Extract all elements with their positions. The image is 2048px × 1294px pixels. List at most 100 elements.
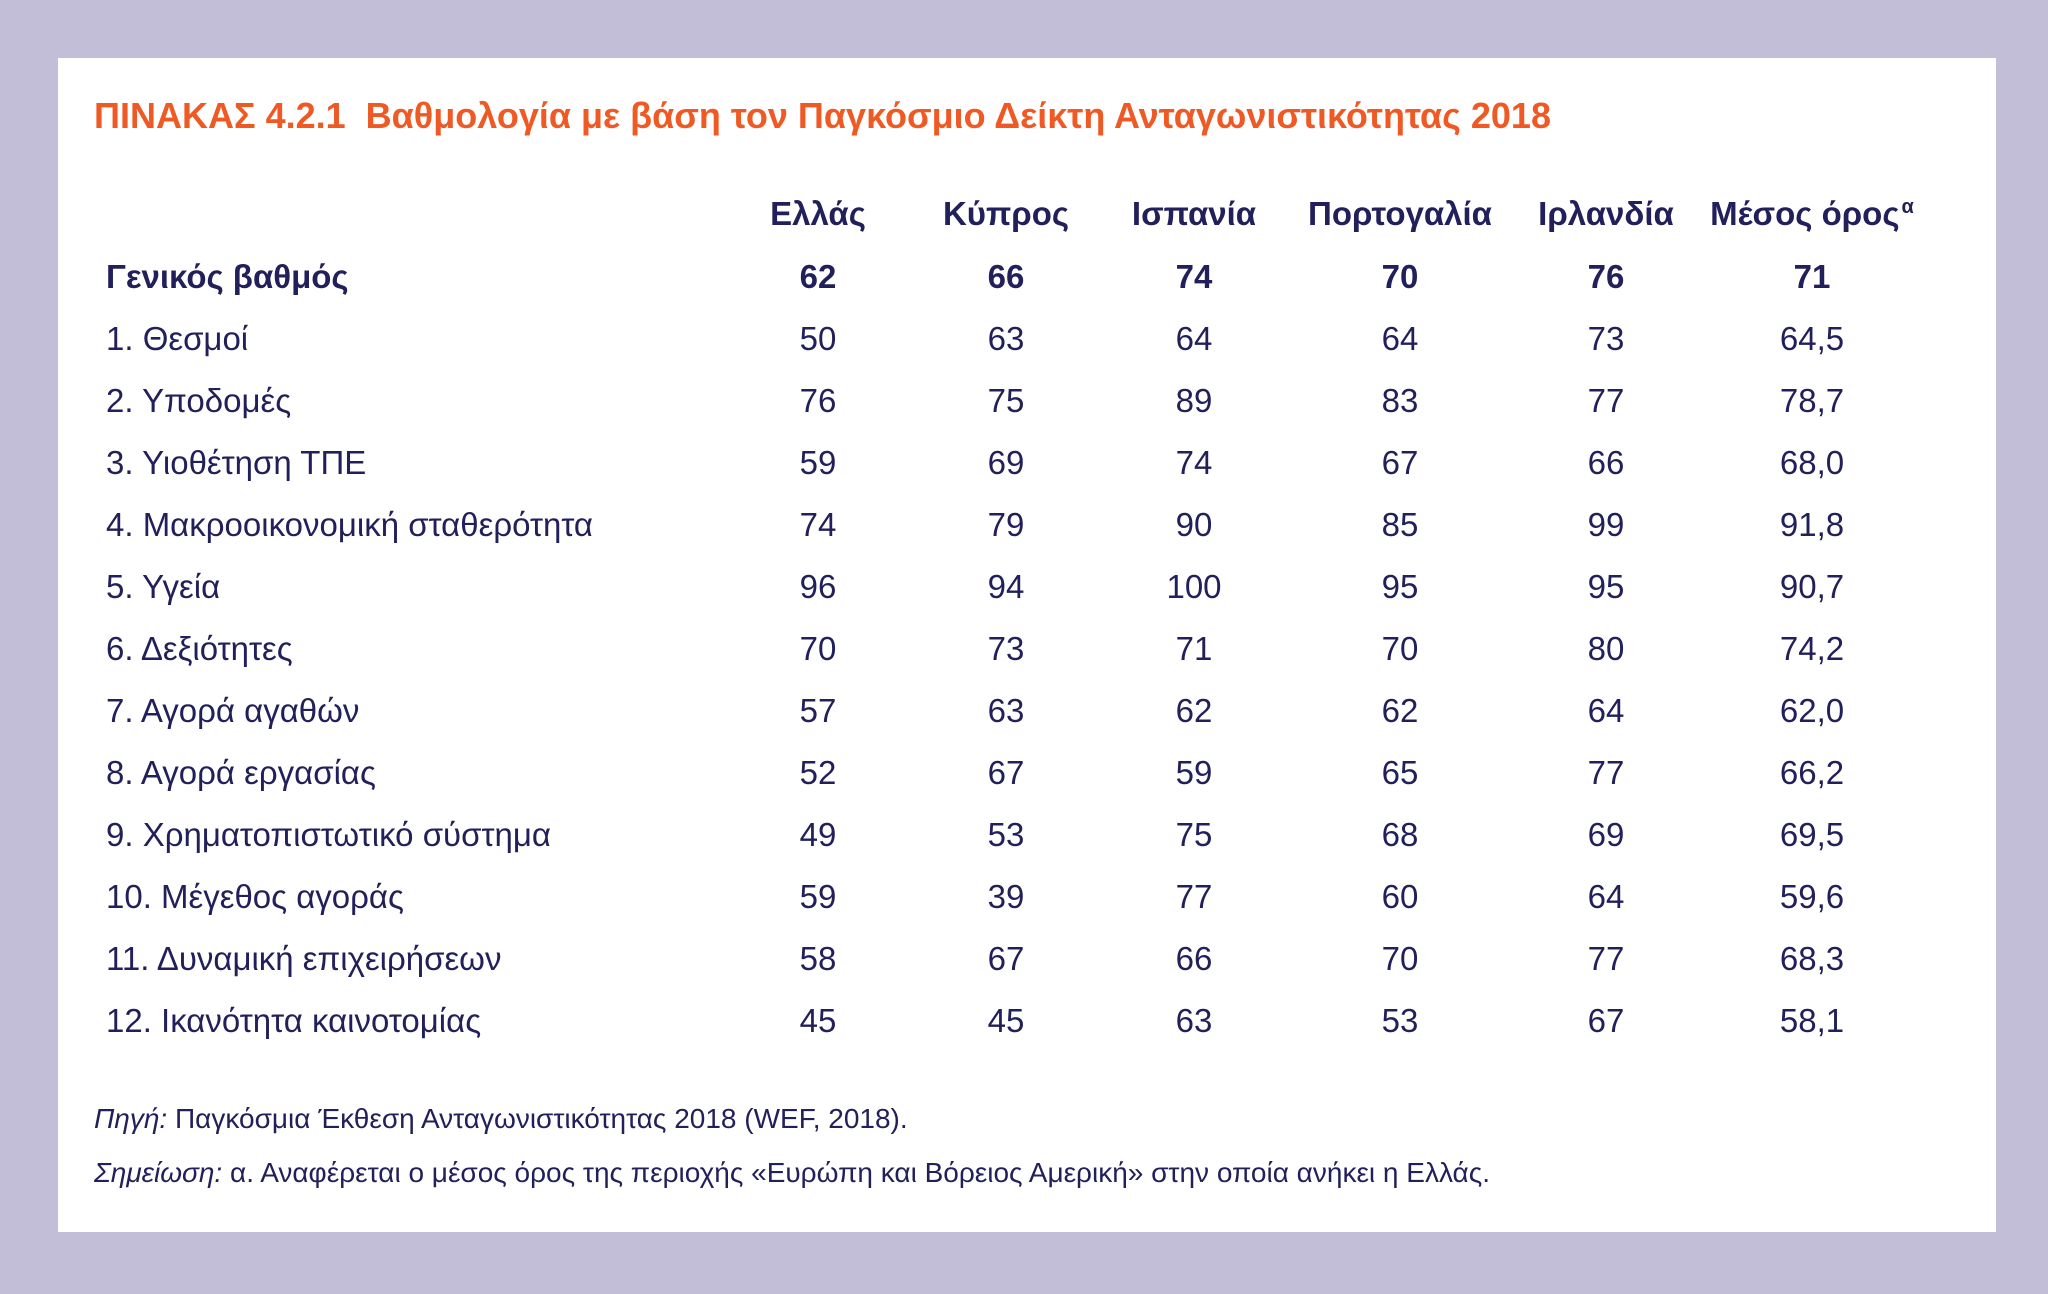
cell-value: 49 [799, 816, 837, 853]
cell-value: 65 [1381, 754, 1419, 791]
cell-value: 60 [1381, 878, 1419, 915]
cell-value: 68 [1381, 816, 1419, 853]
cell-value: 67 [987, 754, 1025, 791]
cell-value: 59 [799, 878, 837, 915]
cell-value: 66 [1175, 940, 1213, 977]
cell-value: 77 [1587, 940, 1625, 977]
table-row: 6. Δεξιότητες 70 73 71 70 80 74,2 [104, 618, 1924, 680]
cell-value: 74,2 [1779, 630, 1845, 667]
table-row: 2. Υποδομές 76 75 89 83 77 78,7 [104, 370, 1924, 432]
cell-value: 68,3 [1779, 940, 1845, 977]
cell-value: 58 [799, 940, 837, 977]
cell-value: 70 [799, 630, 837, 667]
cell-value: 96 [799, 568, 837, 605]
cell-value: 83 [1381, 382, 1419, 419]
cell-value: 57 [799, 692, 837, 729]
cell-value: 64,5 [1779, 320, 1845, 357]
table-row: 4. Μακροοικονομική σταθερότητα 74 79 90 … [104, 494, 1924, 556]
cell-value: 53 [987, 816, 1025, 853]
table-notes: Πηγή: Παγκόσμια Έκθεση Ανταγωνιστικότητα… [94, 1102, 1490, 1210]
cell-value: 53 [1381, 1002, 1419, 1039]
cell-value: 79 [987, 506, 1025, 543]
table-row: 3. Υιοθέτηση ΤΠΕ 59 69 74 67 66 68,0 [104, 432, 1924, 494]
cell-value: 90 [1175, 506, 1213, 543]
cell-value: 67 [987, 940, 1025, 977]
cell-value: 66,2 [1779, 754, 1845, 791]
cell-value: 45 [799, 1002, 837, 1039]
row-label: 10. Μέγεθος αγοράς [106, 878, 404, 915]
table-title: ΠΙΝΑΚΑΣ 4.2.1 Βαθμολογία με βάση τον Παγκ… [94, 95, 1551, 137]
table-row: 5. Υγεία 96 94 100 95 95 90,7 [104, 556, 1924, 618]
footnote: Σημείωση: α. Αναφέρεται ο μέσος όρος της… [94, 1156, 1490, 1190]
cell-value: 52 [799, 754, 837, 791]
cell-value: 67 [1587, 1002, 1625, 1039]
cell-value: 45 [987, 1002, 1025, 1039]
cell-value: 66 [987, 258, 1025, 295]
cell-value: 39 [987, 878, 1025, 915]
cell-value: 62 [1381, 692, 1419, 729]
cell-value: 62 [799, 258, 837, 295]
cell-value: 95 [1381, 568, 1419, 605]
cell-value: 77 [1587, 382, 1625, 419]
cell-value: 58,1 [1779, 1002, 1845, 1039]
cell-value: 63 [987, 320, 1025, 357]
cell-value: 69 [987, 444, 1025, 481]
row-label: 2. Υποδομές [106, 382, 292, 419]
footnote-lead: Σημείωση: [94, 1157, 223, 1188]
cell-value: 64 [1381, 320, 1419, 357]
table-row: 8. Αγορά εργασίας 52 67 59 65 77 66,2 [104, 742, 1924, 804]
cell-value: 74 [799, 506, 837, 543]
source-text: Παγκόσμια Έκθεση Ανταγωνιστικότητας 2018… [174, 1103, 908, 1134]
table-panel: ΠΙΝΑΚΑΣ 4.2.1 Βαθμολογία με βάση τον Παγκ… [58, 58, 1996, 1232]
cell-value: 70 [1381, 258, 1419, 295]
table-row: 1. Θεσμοί 50 63 64 64 73 64,5 [104, 308, 1924, 370]
table-row: 9. Χρηματοπιστωτικό σύστημα 49 53 75 68 … [104, 804, 1924, 866]
cell-value: 76 [1587, 258, 1625, 295]
row-label: 6. Δεξιότητες [106, 630, 293, 667]
table-row: 7. Αγορά αγαθών 57 63 62 62 64 62,0 [104, 680, 1924, 742]
cell-value: 64 [1587, 878, 1625, 915]
cell-value: 64 [1175, 320, 1213, 357]
cell-value: 69,5 [1779, 816, 1845, 853]
row-label: 3. Υιοθέτηση ΤΠΕ [106, 444, 367, 481]
cell-value: 75 [987, 382, 1025, 419]
header-row: Ελλάς Κύπρος Ισπανία Πορτογαλία Ιρλανδία… [104, 182, 1924, 246]
row-label: 4. Μακροοικονομική σταθερότητα [106, 506, 594, 543]
cell-value: 74 [1175, 258, 1213, 295]
cell-value: 59 [1175, 754, 1213, 791]
cell-value: 91,8 [1779, 506, 1845, 543]
cell-value: 63 [1175, 1002, 1213, 1039]
table-row: 12. Ικανότητα καινοτομίας 45 45 63 53 67… [104, 990, 1924, 1052]
column-header-average: Μέσος όρος α [1700, 182, 1924, 246]
cell-value: 62,0 [1779, 692, 1845, 729]
cell-value: 75 [1175, 816, 1213, 853]
row-label: 1. Θεσμοί [106, 320, 249, 357]
row-label: 5. Υγεία [106, 568, 221, 605]
cell-value: 80 [1587, 630, 1625, 667]
total-score-row: Γενικός βαθμός 62 66 74 70 76 71 [104, 246, 1924, 308]
source-lead: Πηγή: [94, 1103, 168, 1134]
column-header: Ισπανία [1131, 195, 1257, 232]
cell-value: 50 [799, 320, 837, 357]
cell-value: 73 [987, 630, 1025, 667]
row-label: Γενικός βαθμός [106, 258, 349, 295]
column-header: Ελλάς [770, 195, 866, 232]
cell-value: 67 [1381, 444, 1419, 481]
cell-value: 63 [987, 692, 1025, 729]
competitiveness-table: Ελλάς Κύπρος Ισπανία Πορτογαλία Ιρλανδία… [104, 182, 1924, 1052]
row-label: 7. Αγορά αγαθών [106, 692, 360, 729]
column-header: Κύπρος [942, 195, 1070, 232]
footnote-marker: α [1901, 196, 1914, 218]
cell-value: 64 [1587, 692, 1625, 729]
cell-value: 71 [1793, 258, 1831, 295]
header-label-cell [104, 182, 724, 246]
source-note: Πηγή: Παγκόσμια Έκθεση Ανταγωνιστικότητα… [94, 1102, 1490, 1136]
row-label: 12. Ικανότητα καινοτομίας [106, 1002, 482, 1039]
cell-value: 62 [1175, 692, 1213, 729]
cell-value: 59,6 [1779, 878, 1845, 915]
column-header: Πορτογαλία [1308, 195, 1492, 232]
row-label: 11. Δυναμική επιχειρήσεων [106, 940, 502, 977]
cell-value: 70 [1381, 940, 1419, 977]
cell-value: 68,0 [1779, 444, 1845, 481]
cell-value: 59 [799, 444, 837, 481]
